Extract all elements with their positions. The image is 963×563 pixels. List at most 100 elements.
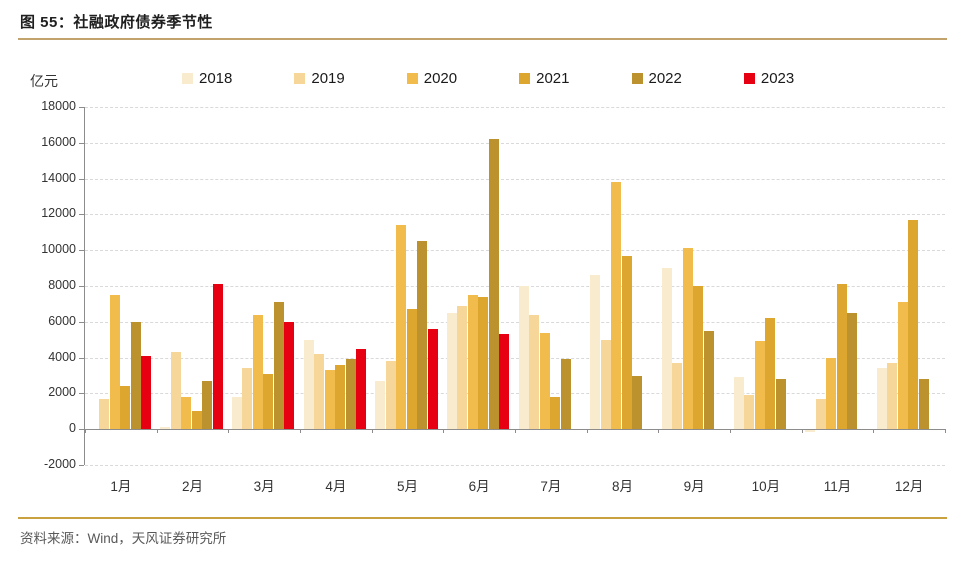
y-axis-tick-12000	[79, 214, 84, 216]
gridline-18000	[85, 107, 945, 108]
bar-2020-11月	[826, 357, 837, 430]
bar-2021-12月	[908, 219, 919, 430]
x-tick-label-4月: 4月	[325, 479, 347, 494]
legend-swatch-2019	[294, 73, 306, 84]
x-tick-label-7月: 7月	[540, 479, 562, 494]
bar-2020-1月	[109, 294, 120, 430]
x-axis-tick-7	[586, 429, 588, 434]
y-tick-label-14000: 14000	[41, 170, 76, 185]
x-axis-tick-3	[300, 429, 301, 434]
bar-2022-3月	[273, 302, 284, 430]
bar-2021-7月	[550, 396, 560, 430]
x-tick-label-3月: 3月	[253, 479, 275, 494]
bar-2019-9月	[672, 362, 683, 430]
gridline-10000	[85, 250, 945, 252]
x-axis-tick-9	[730, 429, 731, 434]
bar-2018-10月	[733, 377, 744, 430]
legend-label-2021: 2021	[536, 70, 570, 87]
bar-2021-10月	[765, 318, 775, 430]
y-axis-tick-2000	[79, 393, 84, 395]
y-tick-label-6000: 6000	[48, 313, 76, 328]
bar-2019-2月	[170, 352, 181, 430]
y-axis-tick-0	[79, 429, 84, 431]
y-tick-label-0: 0	[69, 421, 76, 436]
bar-2018-8月	[590, 275, 601, 430]
bar-2020-5月	[396, 225, 407, 430]
x-axis-tick-0	[85, 429, 86, 434]
chart-legend: 2018 2019 2020 2021 2022 2023	[182, 70, 856, 87]
bar-2020-3月	[252, 314, 263, 430]
y-axis-tick-6000	[79, 321, 84, 323]
legend-item-2020: 2020	[406, 70, 458, 87]
y-tick-label--2000: -2000	[44, 457, 76, 471]
bar-2020-10月	[754, 341, 765, 430]
bar-2019-3月	[242, 368, 253, 430]
legend-swatch-2021	[519, 73, 531, 84]
gridline-16000	[85, 142, 945, 144]
bar-2022-7月	[560, 359, 571, 430]
bar-2022-1月	[130, 321, 141, 430]
bar-2022-11月	[847, 312, 858, 430]
legend-label-2019: 2019	[311, 70, 345, 87]
legend-item-2018: 2018	[182, 70, 232, 87]
x-axis-tick-8	[658, 429, 660, 434]
legend-item-2019: 2019	[294, 70, 345, 87]
bar-2022-12月	[918, 379, 929, 430]
x-axis-tick-4	[371, 429, 373, 434]
y-tick-label-16000: 16000	[41, 134, 76, 149]
y-axis-tick--2000	[79, 465, 84, 466]
bar-2018-6月	[446, 312, 457, 430]
bar-2021-11月	[836, 284, 847, 430]
bar-2022-2月	[202, 380, 213, 430]
legend-label-2020: 2020	[423, 70, 458, 87]
x-axis-tick-10	[801, 429, 803, 434]
bar-2019-12月	[887, 362, 898, 430]
y-axis-tick-8000	[79, 286, 84, 287]
x-axis-tick-2	[228, 429, 230, 434]
title-divider	[18, 38, 947, 40]
gridline-4000	[85, 357, 945, 359]
gridline-2000	[85, 393, 945, 395]
bar-2022-10月	[775, 379, 786, 430]
y-tick-label-18000: 18000	[41, 99, 76, 113]
bar-2021-8月	[621, 255, 632, 430]
y-tick-label-2000: 2000	[48, 385, 76, 400]
legend-item-2023: 2023	[743, 70, 795, 87]
bar-2021-3月	[263, 373, 274, 430]
bar-2020-8月	[611, 182, 622, 430]
x-tick-label-10月: 10月	[751, 479, 781, 494]
bar-2022-6月	[488, 139, 499, 430]
bar-2022-8月	[632, 375, 643, 430]
y-tick-label-10000: 10000	[41, 242, 76, 257]
gridline-8000	[85, 286, 945, 287]
bar-2021-6月	[478, 296, 489, 430]
bar-2019-5月	[385, 361, 396, 430]
bar-2023-5月	[427, 328, 438, 430]
legend-swatch-2022	[631, 73, 643, 84]
bar-2021-1月	[120, 386, 130, 430]
y-axis-unit-label: 亿元	[30, 73, 58, 89]
bar-2019-7月	[529, 314, 539, 430]
bar-2018-11月	[805, 430, 816, 432]
figure-title: 图 55：社融政府债券季节性	[20, 14, 213, 31]
gridline--2000	[85, 465, 945, 466]
gridline-6000	[85, 321, 945, 323]
legend-label-2023: 2023	[760, 70, 795, 87]
bar-2023-1月	[141, 355, 151, 430]
gridline-12000	[85, 214, 945, 216]
plot-area: -2000 0 2000 4000 6000 8000 10000 12000 14000 160…	[41, 99, 946, 494]
bar-2018-4月	[303, 339, 314, 430]
bar-2021-2月	[191, 411, 202, 430]
legend-swatch-2023	[743, 73, 755, 84]
x-tick-label-11月: 11月	[823, 479, 852, 494]
x-axis-tick-12	[945, 429, 946, 434]
x-axis-tick-11	[873, 429, 875, 434]
x-tick-label-9月: 9月	[683, 479, 705, 494]
bar-2020-7月	[539, 332, 550, 430]
legend-item-2022: 2022	[631, 70, 682, 87]
bar-2022-5月	[417, 241, 428, 430]
bar-2021-4月	[335, 364, 345, 430]
bar-2023-6月	[499, 334, 510, 430]
x-axis-tick-5	[443, 429, 445, 434]
